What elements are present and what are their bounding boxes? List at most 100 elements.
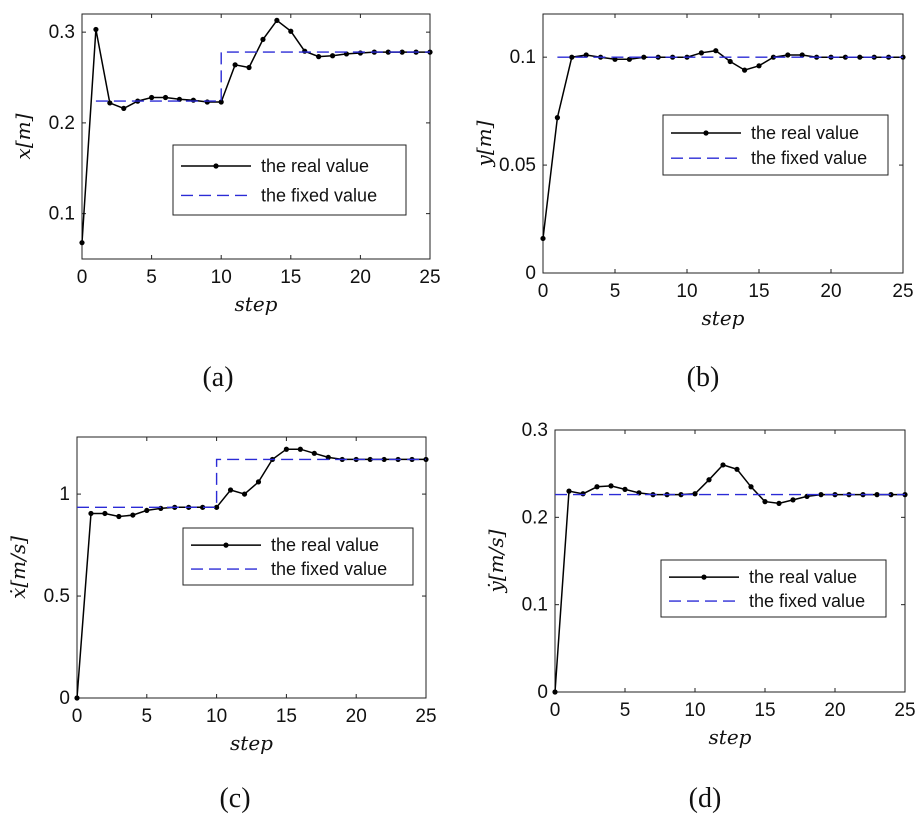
x-tick-label: 10 [684, 700, 705, 721]
x-tick-label: 5 [146, 267, 157, 288]
data-point [149, 94, 155, 101]
data-point [200, 504, 206, 510]
legend-swatch-marker [213, 163, 219, 169]
legend: the real value the fixed value [662, 114, 889, 176]
data-point [241, 491, 248, 497]
data-point [311, 450, 317, 456]
x-tick-label: 15 [280, 267, 301, 288]
data-point [283, 446, 289, 452]
x-tick-label: 25 [892, 281, 913, 302]
data-point [288, 28, 294, 34]
legend-swatch-marker [701, 574, 707, 580]
legend: the real value the fixed value [182, 527, 414, 586]
x-tick-label: 0 [538, 281, 549, 302]
data-point [88, 510, 94, 517]
y-tick-label: 0.5 [44, 586, 70, 607]
data-point [329, 53, 336, 59]
data-point [274, 17, 280, 23]
legend-entry: the fixed value [261, 185, 377, 205]
data-point [569, 54, 575, 60]
data-point [79, 240, 85, 246]
y-tick-label: 0.2 [522, 507, 548, 528]
data-point [302, 48, 308, 54]
y-tick-label: 0.2 [49, 113, 75, 134]
x-tick-label: 20 [350, 267, 371, 288]
y-tick-label: 0.1 [522, 595, 548, 616]
data-point [214, 504, 220, 510]
x-tick-label: 15 [748, 281, 769, 302]
panel-a: 0 5 10 15 20 25 0.1 0.2 0.3 step x[m] the real valu… [11, 13, 441, 393]
data-point [121, 105, 127, 111]
panel-caption: (d) [689, 783, 722, 814]
legend-box [182, 527, 414, 586]
panel-caption: (c) [219, 783, 250, 814]
y-tick-label: 0 [59, 688, 70, 709]
y-axis-label: x[m] [11, 113, 35, 159]
y-axis-label: ẏ[m/s] [484, 529, 508, 593]
legend-entry: the real value [271, 535, 379, 555]
data-point [144, 507, 150, 514]
data-point [692, 491, 698, 497]
data-point [799, 52, 805, 58]
data-point [325, 454, 331, 460]
panel-caption: (b) [687, 362, 720, 393]
x-axis-label: step [709, 725, 752, 749]
y-tick-label: 0.1 [49, 204, 75, 225]
panel-caption: (a) [202, 362, 233, 393]
data-point [566, 488, 572, 494]
y-tick-label: 0 [537, 682, 548, 703]
x-tick-label: 10 [211, 267, 232, 288]
data-point [316, 54, 322, 60]
x-axis-label: step [230, 731, 273, 755]
legend-entry: the fixed value [751, 148, 867, 168]
data-point [162, 94, 169, 101]
plot-frame [81, 13, 431, 260]
x-tick-label: 5 [142, 706, 153, 727]
x-axis-label: step [702, 306, 745, 330]
y-tick-label: 0 [525, 263, 536, 284]
legend-entry: the real value [261, 156, 369, 176]
legend-entry: the real value [749, 567, 857, 587]
panel-d: 0 5 10 15 20 25 0 0.1 0.2 0.3 step ẏ[m/s] the real v… [484, 420, 916, 814]
data-point [260, 36, 266, 43]
data-point [93, 26, 99, 33]
data-point [785, 52, 791, 58]
data-point [742, 67, 748, 73]
data-point [612, 56, 618, 62]
y-tick-label: 0.05 [499, 155, 536, 176]
data-point [381, 456, 387, 463]
data-point [734, 466, 740, 472]
data-point [720, 462, 726, 468]
data-point [608, 483, 614, 489]
panel-b: 0 5 10 15 20 25 0 0.05 0.1 step y[m] the real value… [472, 13, 914, 393]
x-tick-label: 0 [550, 700, 561, 721]
data-point [790, 497, 796, 503]
data-point [232, 62, 238, 68]
y-tick-label: 0.3 [49, 22, 75, 43]
x-tick-label: 15 [754, 700, 775, 721]
data-point [818, 492, 824, 498]
x-tick-label: 25 [894, 700, 915, 721]
data-point [706, 477, 712, 483]
legend-box [662, 114, 889, 176]
legend-box [660, 559, 887, 618]
data-point [130, 512, 136, 518]
data-point [552, 689, 558, 695]
series-line-fixed-value [95, 51, 430, 102]
x-tick-label: 0 [77, 267, 88, 288]
data-point [297, 446, 303, 452]
data-point [594, 484, 600, 490]
data-point [756, 63, 762, 69]
legend-entry: the real value [751, 123, 859, 143]
data-point [399, 49, 405, 55]
y-axis-label: ẋ[m/s] [6, 536, 30, 599]
data-point [255, 479, 262, 485]
y-tick-label: 0.3 [522, 420, 548, 441]
data-point [367, 456, 373, 463]
data-point [246, 64, 252, 71]
data-point [554, 115, 561, 121]
x-tick-label: 25 [415, 706, 436, 727]
data-point [580, 491, 586, 497]
